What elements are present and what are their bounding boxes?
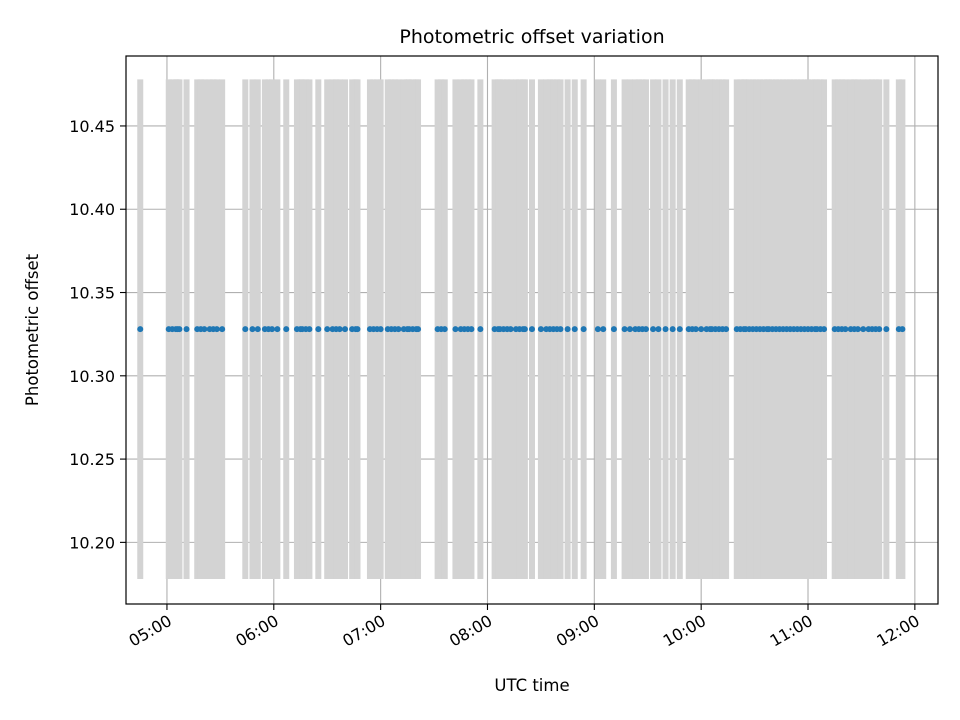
data-point [594, 326, 601, 333]
data-point [621, 326, 628, 333]
data-point [723, 326, 730, 333]
data-point [377, 326, 384, 333]
data-point [876, 326, 883, 333]
y-axis-title: Photometric offset [23, 253, 42, 406]
data-point [564, 326, 571, 333]
y-tick-label: 10.45 [69, 117, 115, 136]
data-point [415, 326, 422, 333]
data-point [336, 326, 343, 333]
data-point [395, 326, 402, 333]
y-tick-label: 10.30 [69, 367, 115, 386]
data-point [521, 326, 528, 333]
data-point [213, 326, 220, 333]
data-point [698, 326, 705, 333]
chart-title: Photometric offset variation [399, 26, 664, 48]
data-point [692, 326, 699, 333]
y-tick-label: 10.20 [69, 533, 115, 552]
data-point [600, 326, 607, 333]
data-point [342, 326, 349, 333]
data-point [842, 326, 849, 333]
data-point [655, 326, 662, 333]
data-point [477, 326, 484, 333]
data-point [254, 326, 261, 333]
data-point [676, 326, 683, 333]
y-axis-ticks: 10.20 10.25 10.30 10.35 10.40 10.45 [69, 117, 126, 552]
data-point [176, 326, 183, 333]
data-point [274, 326, 281, 333]
data-point [580, 326, 587, 333]
data-point [899, 326, 906, 333]
data-point [860, 326, 867, 333]
data-point [219, 326, 226, 333]
y-tick-label: 10.25 [69, 450, 115, 469]
data-point [468, 326, 475, 333]
data-point [354, 326, 361, 333]
data-point [571, 326, 578, 333]
data-point [626, 326, 633, 333]
data-point [529, 326, 535, 333]
data-point [650, 326, 657, 333]
y-tick-label: 10.35 [69, 284, 115, 303]
plot-frame [125, 55, 939, 605]
data-point [441, 326, 448, 333]
x-axis-title: UTC time [494, 676, 569, 695]
data-point [137, 326, 144, 333]
data-point [854, 326, 861, 333]
data-point [242, 326, 249, 333]
data-point [669, 326, 676, 333]
data-points [137, 326, 906, 333]
data-point [283, 326, 290, 333]
y-tick-label: 10.40 [69, 200, 115, 219]
data-point [821, 326, 828, 333]
data-point [201, 326, 208, 333]
data-point [557, 326, 564, 333]
data-point [324, 326, 331, 333]
data-point [269, 326, 276, 333]
data-point [642, 326, 649, 333]
data-point [883, 326, 890, 333]
data-point [183, 326, 190, 333]
data-point [315, 326, 322, 333]
data-point [610, 326, 617, 333]
data-point [452, 326, 459, 333]
data-point [306, 326, 313, 333]
data-point [507, 326, 514, 333]
data-point [537, 326, 544, 333]
data-point [662, 326, 669, 333]
data-point [249, 326, 256, 333]
